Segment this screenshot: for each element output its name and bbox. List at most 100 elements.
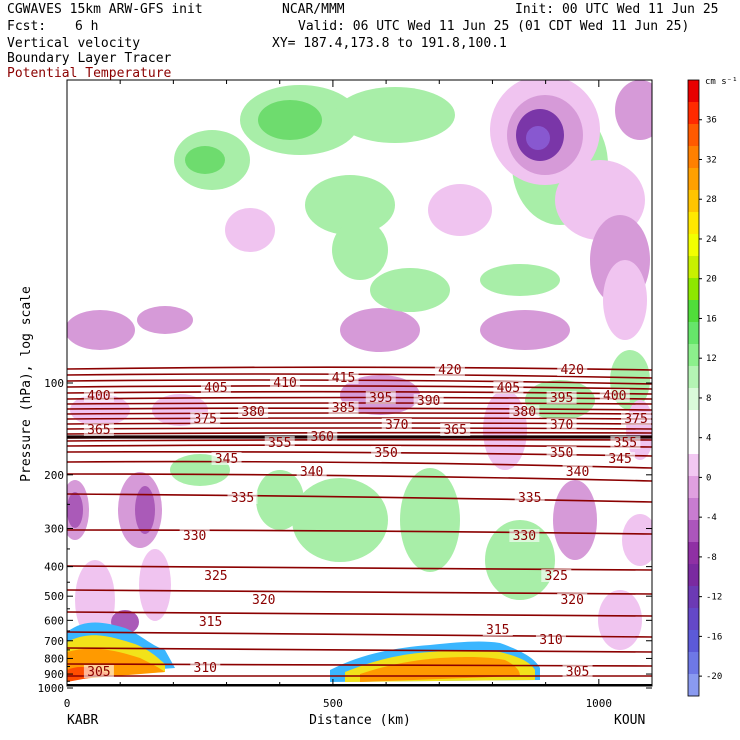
velocity-blob-5 bbox=[305, 175, 395, 235]
theta-label-27: 340 bbox=[300, 465, 323, 480]
theta-label-5: 405 bbox=[497, 381, 520, 396]
valid-time: Valid: 06 UTC Wed 11 Jun 25 (01 CDT Wed … bbox=[298, 19, 690, 34]
velocity-blob-45 bbox=[598, 590, 642, 650]
colorbar-swatch-27 bbox=[688, 674, 699, 697]
left-station-label: KABR bbox=[67, 713, 98, 728]
theta-label-34: 325 bbox=[545, 569, 568, 584]
velocity-blob-21 bbox=[480, 264, 560, 296]
theta-label-16: 370 bbox=[385, 418, 408, 433]
theta-label-8: 395 bbox=[369, 391, 392, 406]
colorbar-swatch-12 bbox=[688, 344, 699, 367]
y-tick-label-300: 300 bbox=[44, 523, 64, 536]
theta-label-bg-9 bbox=[546, 391, 577, 404]
theta-label-bg-7 bbox=[599, 389, 630, 402]
theta-label-12: 380 bbox=[241, 405, 264, 420]
velocity-blob-23 bbox=[137, 306, 193, 334]
field-vertical-velocity: Vertical velocity bbox=[7, 36, 141, 51]
y-tick-label-200: 200 bbox=[44, 469, 64, 482]
theta-label-bg-8 bbox=[365, 391, 396, 404]
theta-label-25: 345 bbox=[215, 452, 238, 467]
theta-label-bg-2 bbox=[328, 371, 359, 384]
theta-label-2: 415 bbox=[332, 371, 355, 386]
theta-label-bg-30 bbox=[514, 491, 545, 504]
colorbar-swatch-9 bbox=[688, 278, 699, 301]
theta-label-29: 335 bbox=[231, 491, 254, 506]
theta-label-bg-24 bbox=[546, 446, 577, 459]
theta-label-3: 410 bbox=[273, 376, 296, 391]
y-tick-label-700: 700 bbox=[44, 635, 64, 648]
theta-label-bg-10 bbox=[413, 394, 444, 407]
colorbar-swatch-4 bbox=[688, 168, 699, 191]
potential-temperature-contours bbox=[67, 366, 652, 677]
colorbar-frame bbox=[687, 79, 700, 697]
theta-label-26: 345 bbox=[608, 452, 631, 467]
velocity-blob-33 bbox=[75, 560, 115, 640]
theta-label-20: 360 bbox=[311, 430, 334, 445]
velocity-blob-13 bbox=[526, 126, 550, 150]
theta-label-bg-39 bbox=[190, 661, 221, 674]
theta-label-bg-17 bbox=[546, 418, 577, 431]
colorbar-swatch-26 bbox=[688, 652, 699, 675]
colorbar-swatch-20 bbox=[688, 520, 699, 543]
theta-label-32: 330 bbox=[513, 529, 536, 544]
theta-label-bg-26 bbox=[605, 452, 636, 465]
field-potential-temperature: Potential Temperature bbox=[7, 66, 172, 81]
theta-label-bg-18 bbox=[83, 423, 114, 436]
x-tick-label-500: 500 bbox=[323, 697, 343, 710]
colorbar-swatch-15 bbox=[688, 410, 699, 433]
theta-label-bg-21 bbox=[264, 436, 295, 449]
velocity-blob-32 bbox=[135, 486, 155, 534]
theta-label-19: 365 bbox=[443, 423, 466, 438]
theta-contour-25 bbox=[67, 647, 652, 653]
colorbar-swatch-16 bbox=[688, 432, 699, 455]
theta-label-17: 370 bbox=[550, 418, 573, 433]
theta-label-bg-4 bbox=[200, 381, 231, 394]
field-boundary-layer-tracer: Boundary Layer Tracer bbox=[7, 51, 172, 66]
theta-label-10: 390 bbox=[417, 394, 440, 409]
theta-label-bg-33 bbox=[200, 569, 231, 582]
y-axis-label: Pressure (hPa), log scale bbox=[19, 286, 34, 482]
colorbar-label-14: -20 bbox=[706, 672, 722, 682]
theta-label-39: 310 bbox=[194, 661, 217, 676]
colorbar-label-12: -12 bbox=[706, 593, 722, 603]
colorbar-swatch-13 bbox=[688, 366, 699, 389]
theta-contour-2 bbox=[67, 379, 652, 385]
theta-label-bg-22 bbox=[610, 436, 641, 449]
theta-label-bg-6 bbox=[83, 389, 114, 402]
colorbar-swatch-2 bbox=[688, 124, 699, 147]
theta-contour-labels: 420 420 415 410 405 405 400 400 395 395 390 385 380 3… bbox=[83, 363, 652, 680]
theta-label-7: 400 bbox=[603, 389, 626, 404]
colorbar-label-13: -16 bbox=[706, 632, 722, 642]
colorbar-swatch-0 bbox=[688, 80, 699, 103]
colorbar-swatch-14 bbox=[688, 388, 699, 411]
colorbar-swatch-19 bbox=[688, 498, 699, 521]
model-title: CGWAVES 15km ARW-GFS init bbox=[7, 2, 203, 17]
xy-coordinates: XY= 187.4,173.8 to 191.8,100.1 bbox=[272, 36, 507, 51]
theta-label-bg-11 bbox=[328, 401, 359, 414]
theta-label-9: 395 bbox=[550, 391, 573, 406]
velocity-blob-9 bbox=[428, 184, 492, 236]
colorbar-swatch-18 bbox=[688, 476, 699, 499]
x-axis-label: Distance (km) bbox=[309, 713, 411, 728]
theta-label-bg-1 bbox=[557, 363, 588, 376]
colorbar-label-8: 4 bbox=[706, 434, 711, 444]
colorbar-label-6: 12 bbox=[706, 354, 717, 364]
velocity-blob-17 bbox=[603, 260, 647, 340]
colorbar-swatch-5 bbox=[688, 190, 699, 213]
theta-label-4: 405 bbox=[204, 381, 227, 396]
theta-label-13: 380 bbox=[513, 405, 536, 420]
colorbar-swatch-17 bbox=[688, 454, 699, 477]
theta-contour-23 bbox=[67, 611, 652, 617]
velocity-blob-44 bbox=[622, 514, 652, 566]
colorbar: 36 32 28 24 20 16 12 8 4 0 -4 -8 -12 -16 -20 bbox=[687, 79, 722, 697]
colorbar-swatch-8 bbox=[688, 256, 699, 279]
theta-label-bg-20 bbox=[307, 430, 338, 443]
theta-contour-12 bbox=[67, 431, 652, 435]
velocity-blob-37 bbox=[400, 468, 460, 572]
theta-label-33: 325 bbox=[204, 569, 227, 584]
velocity-blob-19 bbox=[340, 308, 420, 352]
theta-label-bg-27 bbox=[296, 465, 327, 478]
y-tick-label-900: 900 bbox=[44, 668, 64, 681]
colorbar-swatch-7 bbox=[688, 234, 699, 257]
